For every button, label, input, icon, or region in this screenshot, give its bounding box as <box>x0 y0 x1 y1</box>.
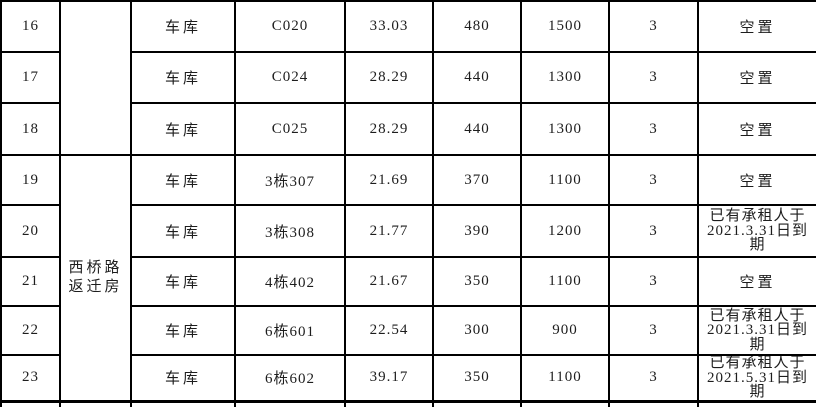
cell-area: 21.77 <box>344 204 434 258</box>
table-row-cutoff <box>0 399 816 407</box>
cell-unit: 6栋602 <box>234 354 346 402</box>
cell-empty <box>608 399 699 407</box>
cell-val1: 480 <box>432 0 522 53</box>
cell-val3: 3 <box>608 51 699 104</box>
cell-category: 车库 <box>130 154 236 206</box>
cell-area: 21.69 <box>344 154 434 206</box>
cell-val2: 1100 <box>520 354 610 402</box>
table-row-16: 16 车库 C020 33.03 480 1500 3 空置 <box>0 0 816 156</box>
cell-seq: 17 <box>0 51 61 104</box>
cell-category: 车库 <box>130 102 236 156</box>
cell-seq: 19 <box>0 154 61 206</box>
cell-val3: 3 <box>608 0 699 53</box>
cell-empty <box>130 399 236 407</box>
cell-val3: 3 <box>608 305 699 356</box>
cell-unit: C024 <box>234 51 346 104</box>
cell-status: 已有承租人于 2021.3.31日到 期 <box>697 305 816 356</box>
cell-empty <box>59 399 132 407</box>
cell-area: 33.03 <box>344 0 434 53</box>
cell-group-upper <box>59 0 132 156</box>
cell-val2: 1300 <box>520 102 610 156</box>
cell-empty <box>520 399 610 407</box>
cell-area: 22.54 <box>344 305 434 356</box>
cell-area: 28.29 <box>344 51 434 104</box>
cell-val1: 350 <box>432 354 522 402</box>
cell-val1: 440 <box>432 51 522 104</box>
cell-val2: 1300 <box>520 51 610 104</box>
cell-val2: 1100 <box>520 256 610 307</box>
cell-val2: 1100 <box>520 154 610 206</box>
table-row-23: 23 车库 6栋602 39.17 350 1100 3 已有承租人于 2021… <box>0 354 816 402</box>
cell-status: 已有承租人于 2021.5.31日到 期 <box>697 354 816 402</box>
cell-area: 21.67 <box>344 256 434 307</box>
cell-category: 车库 <box>130 305 236 356</box>
cell-val2: 1500 <box>520 0 610 53</box>
cell-val1: 370 <box>432 154 522 206</box>
cell-empty <box>0 399 61 407</box>
cell-status: 空置 <box>697 51 816 104</box>
cell-unit: 4栋402 <box>234 256 346 307</box>
cell-empty <box>344 399 434 407</box>
table-row-17: 17 车库 C024 28.29 440 1300 3 空置 <box>0 51 816 104</box>
cell-val1: 390 <box>432 204 522 258</box>
cell-seq: 22 <box>0 305 61 356</box>
cell-val3: 3 <box>608 102 699 156</box>
cell-val2: 1200 <box>520 204 610 258</box>
cell-status: 空置 <box>697 256 816 307</box>
cell-category: 车库 <box>130 204 236 258</box>
cell-seq: 20 <box>0 204 61 258</box>
cell-val3: 3 <box>608 354 699 402</box>
cell-val3: 3 <box>608 256 699 307</box>
cell-category: 车库 <box>130 51 236 104</box>
cell-val1: 350 <box>432 256 522 307</box>
cell-val1: 440 <box>432 102 522 156</box>
cell-seq: 16 <box>0 0 61 53</box>
table-row-21: 21 车库 4栋402 21.67 350 1100 3 空置 <box>0 256 816 307</box>
cell-empty <box>697 399 816 407</box>
table-row-19: 19 西桥路 返迁房 车库 3栋307 21.69 370 1100 3 空置 <box>0 154 816 402</box>
cell-unit: 3栋308 <box>234 204 346 258</box>
cell-category: 车库 <box>130 354 236 402</box>
cell-unit: C025 <box>234 102 346 156</box>
cell-unit: C020 <box>234 0 346 53</box>
cell-status: 空置 <box>697 102 816 156</box>
cell-status: 空置 <box>697 0 816 53</box>
cell-area: 39.17 <box>344 354 434 402</box>
cell-category: 车库 <box>130 0 236 53</box>
cell-unit: 6栋601 <box>234 305 346 356</box>
table-row-22: 22 车库 6栋601 22.54 300 900 3 已有承租人于 2021.… <box>0 305 816 356</box>
cell-unit: 3栋307 <box>234 154 346 206</box>
cell-empty <box>234 399 346 407</box>
cell-seq: 23 <box>0 354 61 402</box>
cell-category: 车库 <box>130 256 236 307</box>
table-row-18: 18 车库 C025 28.29 440 1300 3 空置 <box>0 102 816 156</box>
cell-empty <box>432 399 522 407</box>
table-row-20: 20 车库 3栋308 21.77 390 1200 3 已有承租人于 2021… <box>0 204 816 258</box>
cell-val1: 300 <box>432 305 522 356</box>
cell-val3: 3 <box>608 154 699 206</box>
cell-seq: 18 <box>0 102 61 156</box>
cell-area: 28.29 <box>344 102 434 156</box>
cell-val2: 900 <box>520 305 610 356</box>
cell-val3: 3 <box>608 204 699 258</box>
cell-status: 空置 <box>697 154 816 206</box>
cell-group-label: 西桥路 返迁房 <box>59 154 132 402</box>
cell-seq: 21 <box>0 256 61 307</box>
cell-status: 已有承租人于 2021.3.31日到 期 <box>697 204 816 258</box>
